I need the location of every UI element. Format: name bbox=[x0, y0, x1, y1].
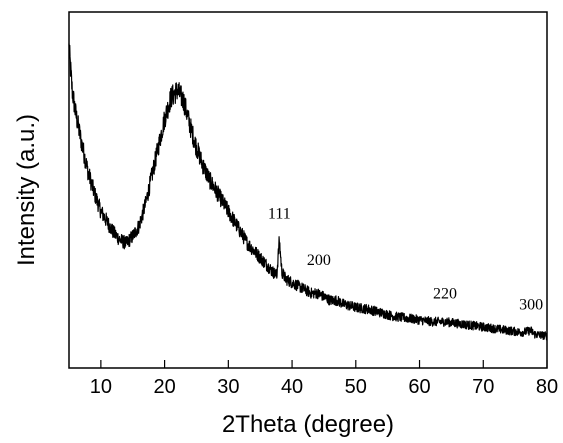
plot-frame bbox=[68, 11, 548, 369]
peak-label-111: 111 bbox=[268, 205, 291, 222]
x-tick-label-50: 50 bbox=[345, 376, 367, 398]
peak-label-220: 220 bbox=[433, 286, 457, 303]
x-tick-label-20: 20 bbox=[153, 376, 175, 398]
x-axis-ticks bbox=[100, 360, 548, 368]
peak-annotations: 111 200 220 300 bbox=[268, 205, 543, 313]
x-tick-label-40: 40 bbox=[281, 376, 303, 398]
x-tick-label-10: 10 bbox=[90, 376, 112, 398]
peak-label-300: 300 bbox=[519, 296, 543, 313]
x-tick-label-80: 80 bbox=[536, 376, 558, 398]
x-axis-label: 2Theta (degree) bbox=[222, 411, 394, 438]
x-tick-label-60: 60 bbox=[408, 376, 430, 398]
x-tick-label-30: 30 bbox=[217, 376, 239, 398]
peak-label-200: 200 bbox=[307, 252, 331, 269]
xrd-pattern-line bbox=[68, 43, 548, 341]
x-axis-tick-labels: 10 20 30 40 50 60 70 80 bbox=[90, 376, 558, 398]
x-tick-label-70: 70 bbox=[472, 376, 494, 398]
y-axis-label: Intensity (a.u.) bbox=[13, 114, 40, 266]
